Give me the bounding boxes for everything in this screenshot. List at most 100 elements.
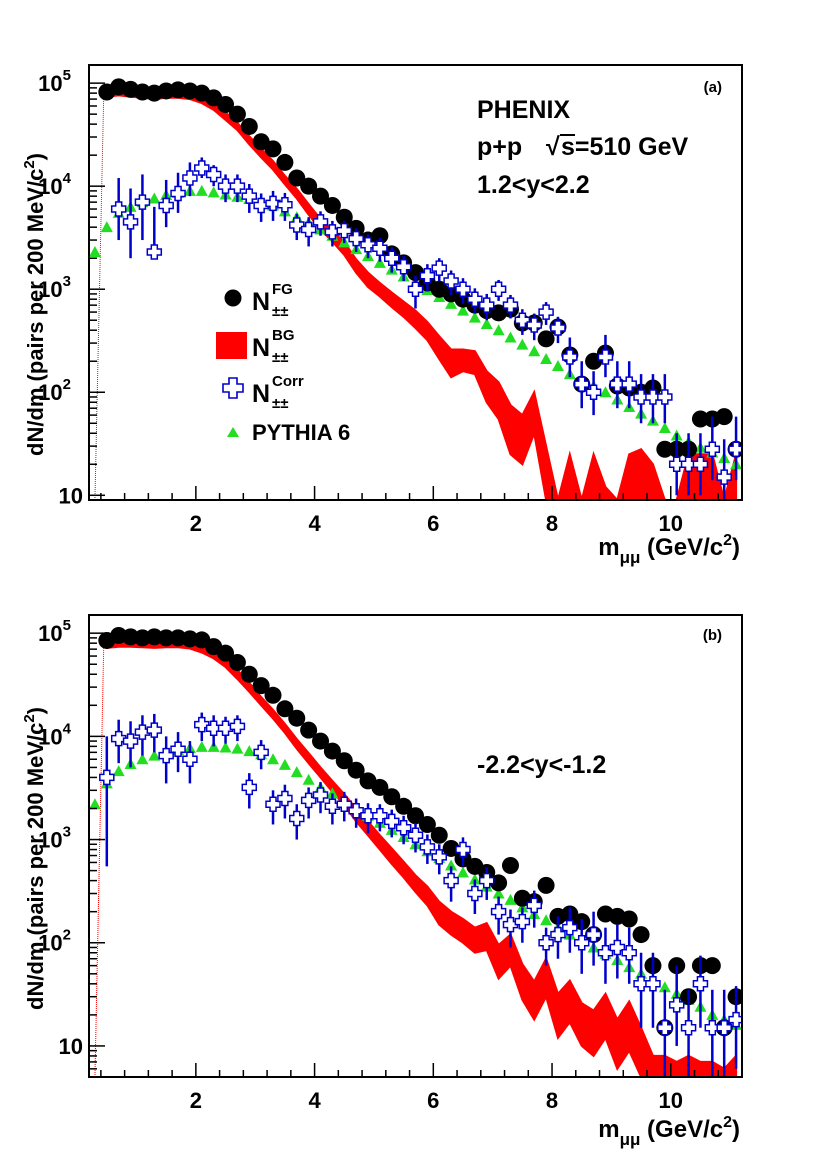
corr-point xyxy=(455,281,471,297)
fg-point xyxy=(323,742,341,760)
legend-entry-fg: N FG ±± xyxy=(224,281,293,320)
corr-point xyxy=(170,185,186,202)
panel-a-rapidity-label: 1.2<y<2.2 xyxy=(477,171,590,199)
pythia-point xyxy=(599,386,612,398)
corr-point xyxy=(692,976,709,992)
corr-point xyxy=(158,197,174,214)
legend-entry-corr: N Corr ±± xyxy=(222,373,304,412)
fg-point xyxy=(300,177,318,195)
fg-point xyxy=(656,440,674,458)
corr-point xyxy=(241,779,258,796)
corr-point xyxy=(384,250,400,266)
pythia-point xyxy=(551,359,564,371)
pythia-point xyxy=(278,758,291,770)
panel-b-y-axis-title: dN/dm (pairs per 200 MeV/c2) xyxy=(21,707,48,1010)
corr-point xyxy=(300,221,317,238)
corr-point xyxy=(372,808,388,824)
corr-point xyxy=(407,281,424,297)
bg-band xyxy=(105,638,738,1077)
corr-point xyxy=(336,222,353,239)
collision-system: p+p xyxy=(477,133,522,161)
corr-point xyxy=(716,1020,732,1036)
pythia-point xyxy=(195,184,208,196)
panel-a-frame xyxy=(88,64,743,501)
corr-point xyxy=(99,769,115,786)
corr-point xyxy=(550,926,566,943)
legend: N FG ±± N BG ±± N Corr ±± xyxy=(216,281,350,445)
corr-point xyxy=(538,934,554,951)
corr-point xyxy=(728,441,742,457)
pythia-point xyxy=(468,873,481,885)
corr-point xyxy=(277,790,293,807)
corr-point xyxy=(134,724,151,740)
fg-point xyxy=(347,761,365,779)
corr-point xyxy=(443,872,459,889)
fg-point xyxy=(501,857,519,875)
plot-area xyxy=(89,78,742,500)
legend-entry-pythia: PYTHIA 6 xyxy=(227,420,350,445)
legend-corr-sub: ±± xyxy=(272,395,288,412)
fg-point xyxy=(157,629,175,647)
legend-corr-sup: Corr xyxy=(272,373,304,390)
corr-point xyxy=(455,841,471,858)
pythia-point xyxy=(100,221,113,233)
corr-point xyxy=(467,885,483,902)
corr-point xyxy=(478,872,495,889)
fg-point xyxy=(371,227,389,245)
fg-point xyxy=(371,778,389,796)
panel-b-tick-labels: 2 4 6 8 10 10 102 103 104 105 xyxy=(38,617,683,1113)
corr-point xyxy=(728,1011,742,1028)
y-tick-label: 103 xyxy=(38,273,71,302)
corr-point xyxy=(419,268,436,284)
fg-point xyxy=(335,752,353,770)
fg-point xyxy=(240,117,258,135)
y-tick-label: 105 xyxy=(38,67,71,96)
corr-point xyxy=(110,730,127,747)
corr-point xyxy=(680,456,697,473)
fg-point xyxy=(228,653,246,671)
corr-point xyxy=(668,997,685,1013)
corr-point xyxy=(194,160,210,176)
pythia-point xyxy=(207,186,220,198)
fg-point xyxy=(217,96,235,114)
x-tick-label: 4 xyxy=(308,1088,321,1113)
corr-point xyxy=(692,456,709,473)
corr-point xyxy=(146,722,163,738)
pythia-point xyxy=(302,773,315,785)
fg-point xyxy=(240,665,258,683)
corr-point xyxy=(300,792,317,809)
pythia-point xyxy=(326,787,339,799)
fg-point xyxy=(537,330,555,348)
corr-point xyxy=(716,469,732,485)
y-tick-label: 104 xyxy=(38,170,71,199)
fg-point xyxy=(620,910,638,928)
sqrt-icon: √ xyxy=(546,133,560,161)
x-tick-label: 6 xyxy=(427,511,439,536)
corr-point xyxy=(348,803,364,819)
fg-point xyxy=(300,721,318,739)
y-tick-label: 104 xyxy=(38,720,71,749)
fg-point xyxy=(715,408,733,426)
fg-point xyxy=(632,926,650,944)
corr-point xyxy=(194,716,210,733)
panel-b-label: (b) xyxy=(703,627,722,644)
pythia-point xyxy=(243,745,256,757)
pythia-point xyxy=(219,741,232,753)
corr-point xyxy=(265,796,281,812)
corr-point xyxy=(562,349,578,365)
pythia-point xyxy=(89,245,101,257)
plot-area xyxy=(89,626,742,1077)
pythia-point xyxy=(112,765,125,777)
pythia-point xyxy=(89,798,101,810)
legend-fg-marker xyxy=(224,289,242,307)
panel-b-rapidity-label: -2.2<y<-1.2 xyxy=(477,751,606,779)
corr-point xyxy=(467,291,483,307)
corr-point xyxy=(490,903,507,920)
pythia-point xyxy=(456,866,469,878)
corr-point xyxy=(336,796,353,812)
legend-fg-sub: ±± xyxy=(272,303,288,320)
corr-point xyxy=(490,281,507,297)
pythia-point xyxy=(445,297,458,309)
pythia-point xyxy=(504,331,517,343)
